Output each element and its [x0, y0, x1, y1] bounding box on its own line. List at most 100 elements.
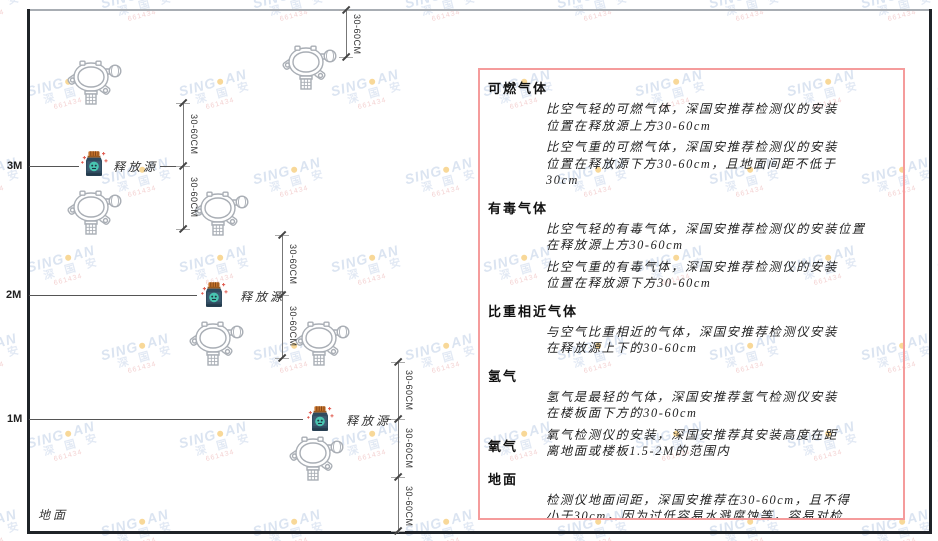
gas-detector-icon — [67, 190, 123, 236]
watermark-dot-icon: ● — [440, 0, 453, 2]
panel-paragraph: 检测仪地面间距，深国安推荐在30-60cm，且不得小于30cm，因为过低容易水溅… — [546, 492, 893, 520]
watermark-chinese-name: 深 国 安 — [0, 343, 24, 371]
watermark-chinese-name: 深 国 安 — [346, 79, 406, 107]
left-wall-line — [27, 9, 30, 533]
release-source-icon — [78, 149, 110, 179]
watermark-brand-text: SING●AN — [250, 153, 323, 188]
watermark-brand-text: SING●AN — [24, 417, 97, 452]
watermark-dot-icon: ● — [365, 247, 380, 266]
panel-section-heading: 地面 — [488, 471, 519, 487]
watermark-sub-text: 661434 — [357, 272, 388, 288]
gas-detector-icon — [282, 45, 338, 91]
watermark-brand-text: SING●AN — [24, 241, 97, 276]
panel-section-heading: 氧气 — [488, 438, 519, 454]
right-wall-line — [929, 9, 932, 533]
watermark-sub-text: 661434 — [357, 448, 388, 464]
panel-section: 有毒气体比空气轻的有毒气体，深国安推荐检测仪的安装位置 在释放源上方30-60cm… — [488, 198, 893, 292]
ground-label: 地面 — [38, 508, 69, 522]
watermark-brand-text: SING●AN — [250, 505, 323, 540]
watermark-dot-icon: ● — [439, 511, 454, 530]
watermark-chinese-name: 深 国 安 — [876, 519, 936, 541]
watermark-sub-text: 661434 — [127, 360, 158, 376]
watermark-chinese-name: 深 国 安 — [42, 255, 102, 283]
gas-detector-icon — [189, 321, 245, 367]
watermark-sub-text: 661434 — [279, 184, 310, 200]
ground-line — [27, 531, 932, 534]
watermark-chinese-name: 深 国 安 — [194, 79, 254, 107]
watermark-brand-text: SING●AN — [176, 65, 249, 100]
watermark-chinese-name: 深 国 安 — [194, 431, 254, 459]
panel-text-line: 在楼板面下方的30-60cm — [546, 406, 698, 420]
watermark-brand-text: SING●AN — [98, 505, 171, 540]
watermark-dot-icon: ● — [61, 247, 76, 266]
release-source-label: 释放源 — [240, 290, 286, 304]
panel-paragraph: 与空气比重相近的气体，深国安推荐检测仪安装 在释放源上下的30-60cm — [546, 324, 893, 357]
panel-section: 氢气氢气是最轻的气体，深国安推荐氢气检测仪安装 在楼板面下方的30-60cm — [488, 366, 893, 422]
watermark-sub-text: 661434 — [0, 360, 6, 376]
panel-section: 地面检测仪地面间距，深国安推荐在30-60cm，且不得小于30cm，因为过低容易… — [488, 469, 893, 520]
panel-text-line: 比空气重的有毒气体，深国安推荐检测仪的安装 — [546, 259, 838, 274]
panel-section-heading: 氢气 — [488, 368, 519, 384]
watermark-chinese-name: 深 国 安 — [268, 519, 328, 541]
watermark-chinese-name: 深 国 安 — [420, 519, 480, 541]
watermark-chinese-name: 深 国 安 — [420, 167, 480, 195]
watermark-brand-text: SING●AN — [176, 241, 249, 276]
watermark-chinese-name: 深 国 安 — [0, 0, 24, 18]
panel-text-line: 位置在释放源下方30-60cm，且地面间距不低于 — [546, 156, 837, 171]
watermark-sub-text: 661434 — [431, 360, 462, 376]
panel-section-heading: 有毒气体 — [488, 200, 549, 216]
watermark-brand-text: SING●AN — [176, 417, 249, 452]
watermark-dot-icon: ● — [213, 423, 228, 442]
watermark-sub-text: 661434 — [53, 272, 84, 288]
panel-text-line: 30cm — [546, 173, 580, 187]
panel-text-line: 小于30cm，因为过低容易水溅腐蚀等，容易对检 — [546, 509, 844, 520]
dimension-label: 30-60CM — [189, 114, 199, 155]
watermark-dot-icon: ● — [592, 0, 605, 2]
watermark-dot-icon: ● — [287, 159, 302, 178]
panel-text-line: 在释放源上方30-60cm — [546, 238, 684, 252]
gas-detector-icon — [194, 191, 250, 237]
dimension-line — [282, 235, 283, 358]
watermark-sub-text: 661434 — [53, 448, 84, 464]
watermark-sub-text: 661434 — [431, 184, 462, 200]
panel-text-line: 位置在释放源上方30-60cm — [546, 118, 712, 133]
release-source-icon — [304, 404, 336, 434]
watermark-dot-icon: ● — [288, 0, 301, 2]
watermark-chinese-name: 深 国 安 — [346, 431, 406, 459]
watermark-sub-text: 661434 — [583, 8, 614, 24]
watermark-chinese-name: 深 国 安 — [116, 343, 176, 371]
watermark-sub-text: 661434 — [127, 184, 158, 200]
watermark-dot-icon: ● — [61, 423, 76, 442]
panel-text-line: 氢气是最轻的气体，深国安推荐氢气检测仪安装 — [546, 389, 838, 404]
watermark-brand-text: SING●AN — [328, 241, 401, 276]
dimension-label: 30-60CM — [404, 486, 414, 527]
panel-paragraph: 比空气轻的有毒气体，深国安推荐检测仪的安装位置 在释放源上方30-60cm — [546, 221, 893, 254]
panel-text-line: 检测仪地面间距，深国安推荐在30-60cm，且不得 — [546, 492, 851, 507]
dimension-label: 30-60CM — [288, 306, 298, 347]
dimension-label: 30-60CM — [404, 370, 414, 411]
gas-detector-icon — [295, 321, 351, 367]
release-source-label: 释放源 — [346, 414, 392, 428]
watermark-sub-text: 661434 — [431, 8, 462, 24]
watermark-dot-icon: ● — [439, 335, 454, 354]
dimension-label: 30-60CM — [352, 14, 362, 55]
panel-text-line: 离地面或楼板1.5-2M的范围内 — [546, 444, 731, 458]
panel-section: 比重相近气体 与空气比重相近的气体，深国安推荐检测仪安装 在释放源上下的30-60c… — [488, 301, 893, 357]
watermark-chinese-name: 深 国 安 — [268, 167, 328, 195]
watermark-sub-text: 661434 — [0, 184, 6, 200]
watermark-dot-icon: ● — [135, 511, 150, 530]
